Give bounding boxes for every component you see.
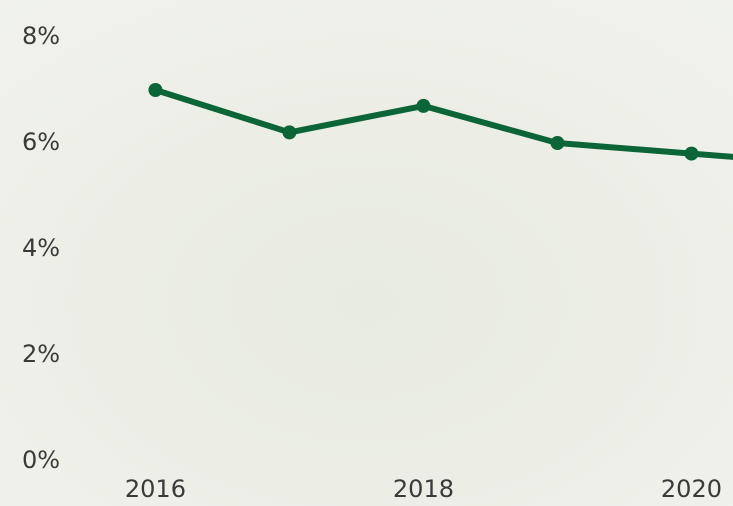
- line: [154, 87, 733, 160]
- plot-area: [148, 83, 733, 161]
- x-tick-label: 2020: [661, 475, 722, 503]
- y-tick-label: 0%: [22, 446, 60, 474]
- y-tick-label: 6%: [22, 128, 60, 156]
- y-tick-label: 8%: [22, 22, 60, 50]
- point: [148, 83, 163, 97]
- x-tick-label: 2016: [125, 475, 186, 503]
- point: [550, 136, 565, 150]
- point: [416, 98, 431, 113]
- point: [684, 146, 699, 161]
- y-tick-label: 4%: [22, 234, 60, 262]
- y-tick-label: 2%: [22, 340, 60, 368]
- point: [282, 125, 297, 140]
- x-tick-label: 2018: [393, 475, 454, 503]
